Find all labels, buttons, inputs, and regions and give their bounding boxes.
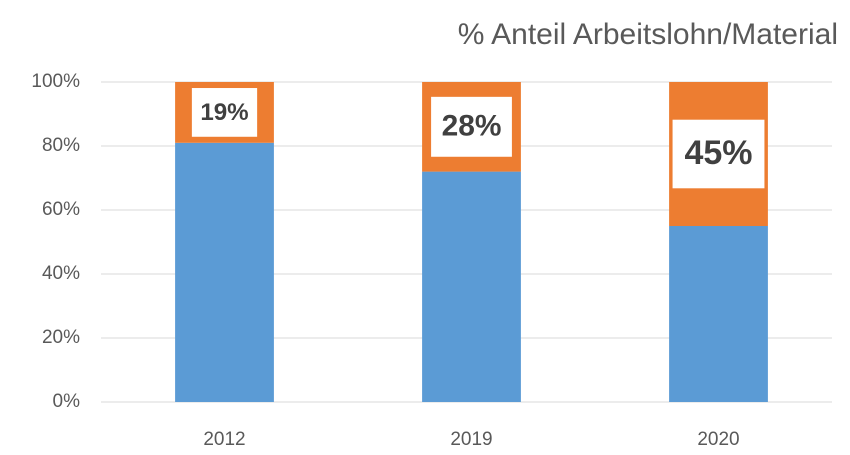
bar-segment [669,226,768,402]
y-tick-label: 20% [42,327,80,348]
data-label: 19% [200,99,248,126]
data-label-box [672,119,765,189]
bar-segment [175,142,274,403]
y-tick-label: 40% [42,263,80,284]
chart-title: % Anteil Arbeitslohn/Material [458,18,838,51]
x-tick-label: 2012 [203,429,245,450]
data-label-box [191,88,258,137]
data-label: 28% [442,110,502,143]
y-tick-label: 60% [42,199,80,220]
bar-segment [422,171,521,402]
data-label-box [431,96,512,157]
x-tick-label: 2020 [697,429,739,450]
y-tick-label: 80% [42,135,80,156]
y-tick-label: 0% [53,391,81,412]
y-tick-label: 100% [31,71,80,92]
x-tick-label: 2019 [450,429,492,450]
data-label: 45% [684,134,752,172]
